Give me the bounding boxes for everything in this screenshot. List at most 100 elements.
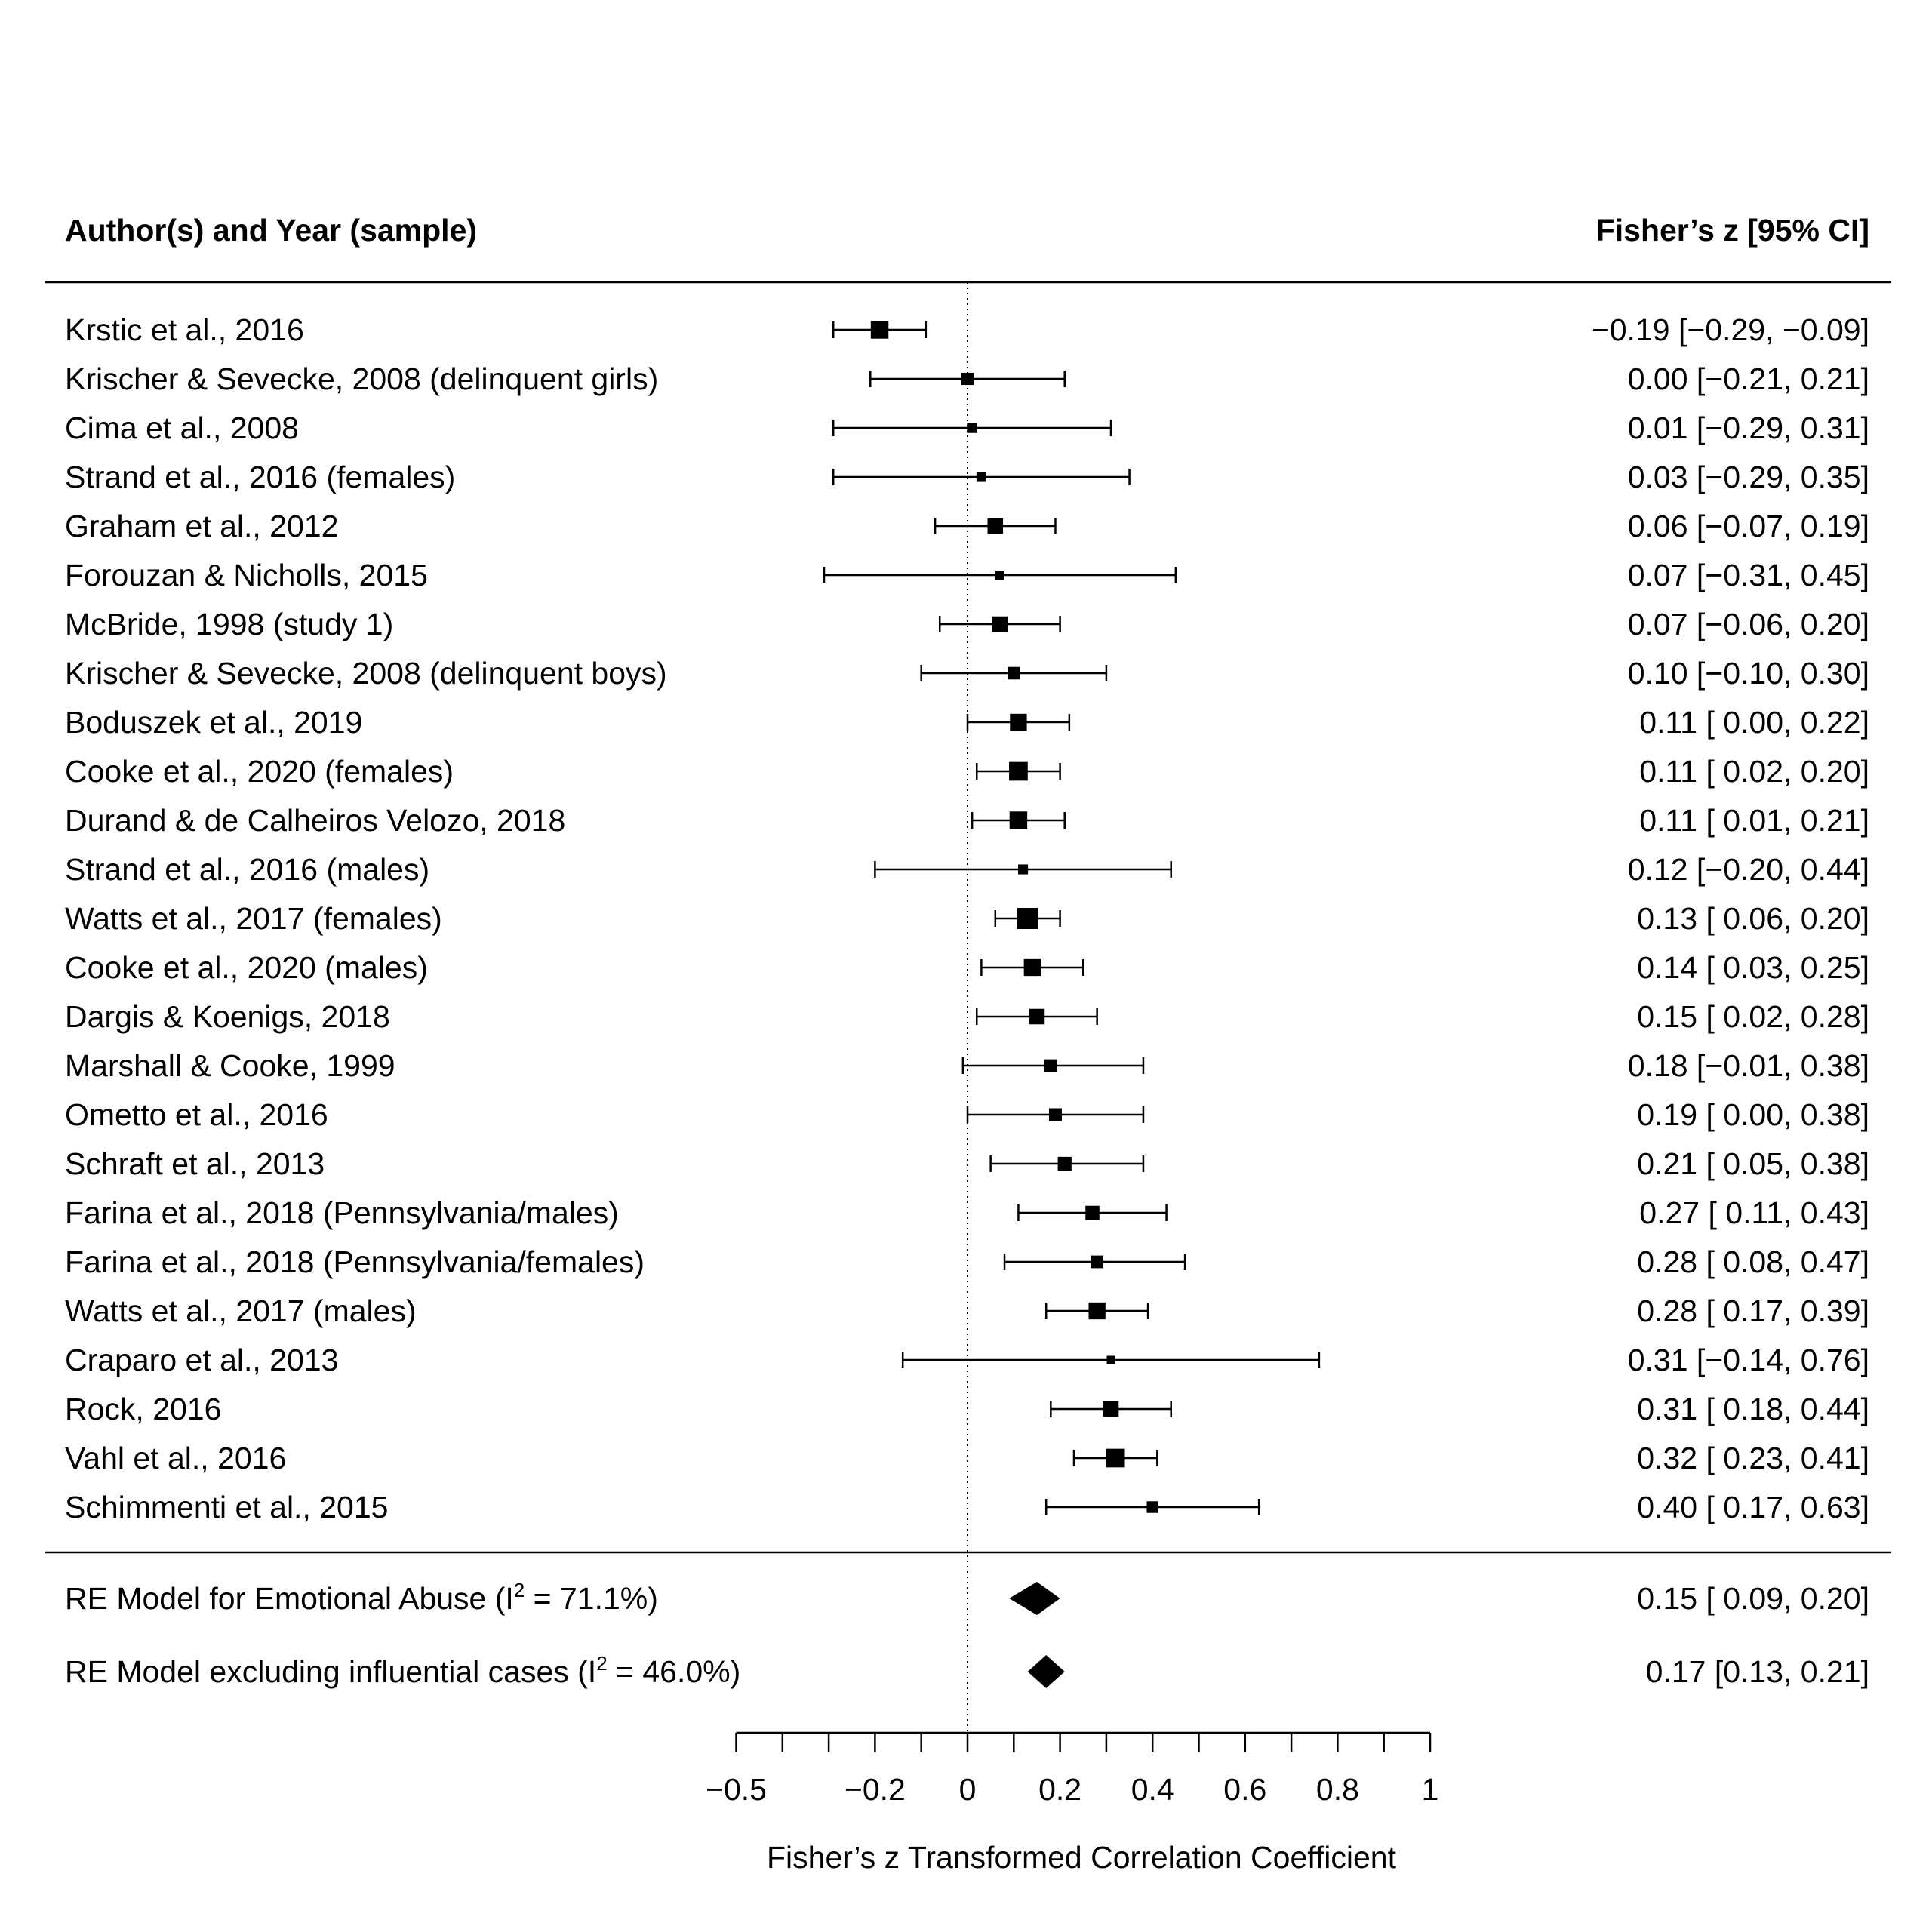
study-row: McBride, 1998 (study 1) 0.07 [−0.06, 0.20… (65, 607, 1869, 641)
point-estimate (1018, 864, 1029, 875)
estimate-ci-text: 0.10 [−0.10, 0.30] (1628, 656, 1869, 691)
summary-estimate-text: 0.15 [ 0.09, 0.20] (1637, 1581, 1869, 1616)
study-label: Cima et al., 2008 (65, 411, 299, 445)
axis-tick-label: −0.5 (706, 1772, 767, 1807)
study-label: Forouzan & Nicholls, 2015 (65, 558, 428, 592)
study-row: Cooke et al., 2020 (females) 0.11 [ 0.02,… (65, 754, 1869, 789)
summary-row: RE Model for Emotional Abuse (I2 = 71.1%… (65, 1579, 1869, 1616)
point-estimate (1085, 1205, 1100, 1220)
point-estimate (1010, 713, 1027, 731)
point-estimate (1088, 1302, 1106, 1320)
study-label: Krischer & Sevecke, 2008 (delinquent boy… (65, 656, 667, 691)
estimate-ci-text: 0.15 [ 0.02, 0.28] (1637, 999, 1869, 1034)
study-row: Durand & de Calheiros Velozo, 2018 0.11 [… (65, 803, 1869, 838)
x-axis: −0.5 −0.2 0 0.2 0.4 0.6 0.8 1 (706, 1731, 1438, 1807)
point-estimate (1057, 1156, 1072, 1171)
study-row: Dargis & Koenigs, 2018 0.15 [ 0.02, 0.28] (65, 999, 1869, 1034)
point-estimate (1103, 1401, 1119, 1417)
study-row: Craparo et al., 2013 0.31 [−0.14, 0.76] (65, 1343, 1869, 1377)
point-estimate (1029, 1008, 1045, 1025)
study-row: Strand et al., 2016 (males) 0.12 [−0.20, … (65, 852, 1869, 887)
estimate-ci-text: 0.28 [ 0.08, 0.47] (1637, 1244, 1869, 1279)
point-estimate (1106, 1448, 1125, 1468)
point-estimate (987, 518, 1004, 534)
summary-row: RE Model excluding influential cases (I2… (65, 1652, 1869, 1689)
study-row: Forouzan & Nicholls, 2015 0.07 [−0.31, 0.… (65, 558, 1869, 592)
estimate-ci-text: 0.03 [−0.29, 0.35] (1628, 460, 1869, 494)
study-row: Cooke et al., 2020 (males) 0.14 [ 0.03, 0… (65, 950, 1869, 985)
study-label: Cooke et al., 2020 (males) (65, 950, 428, 985)
study-row: Boduszek et al., 2019 0.11 [ 0.00, 0.22] (65, 705, 1869, 740)
study-row: Marshall & Cooke, 1999 0.18 [−0.01, 0.38] (65, 1048, 1869, 1083)
point-estimate (1091, 1255, 1104, 1269)
estimate-ci-text: 0.21 [ 0.05, 0.38] (1637, 1146, 1869, 1181)
summary-estimate-text: 0.17 [0.13, 0.21] (1646, 1654, 1869, 1689)
estimate-ci-text: 0.07 [−0.31, 0.45] (1628, 558, 1869, 592)
study-row: Graham et al., 2012 0.06 [−0.07, 0.19] (65, 509, 1869, 543)
point-estimate (976, 472, 986, 482)
study-row: Krstic et al., 2016 −0.19 [−0.29, −0.09] (65, 312, 1869, 347)
study-label: Watts et al., 2017 (females) (65, 901, 442, 936)
axis-tick-label: 0.8 (1316, 1772, 1359, 1807)
estimate-ci-text: 0.01 [−0.29, 0.31] (1628, 411, 1869, 445)
study-label: Cooke et al., 2020 (females) (65, 754, 454, 789)
estimate-ci-text: 0.11 [ 0.01, 0.21] (1639, 803, 1869, 838)
estimate-ci-text: 0.13 [ 0.06, 0.20] (1637, 901, 1869, 936)
study-row: Strand et al., 2016 (females) 0.03 [−0.29… (65, 460, 1869, 494)
summary-label: RE Model excluding influential cases (I2… (65, 1652, 740, 1689)
study-row: Schimmenti et al., 2015 0.40 [ 0.17, 0.63… (65, 1490, 1869, 1524)
point-estimate (1048, 1108, 1062, 1121)
study-label: Vahl et al., 2016 (65, 1441, 286, 1475)
point-estimate (1044, 1059, 1057, 1072)
estimate-ci-text: 0.07 [−0.06, 0.20] (1628, 607, 1869, 641)
study-row: Vahl et al., 2016 0.32 [ 0.23, 0.41] (65, 1441, 1869, 1475)
point-estimate (1106, 1355, 1115, 1364)
study-label: Watts et al., 2017 (males) (65, 1294, 417, 1328)
summary-diamond (1009, 1582, 1060, 1615)
point-estimate (870, 321, 889, 339)
point-estimate (1009, 811, 1028, 829)
summary-rows: RE Model for Emotional Abuse (I2 = 71.1%… (65, 1579, 1869, 1689)
point-estimate (1023, 958, 1041, 977)
axis-tick-label: 0.6 (1223, 1772, 1266, 1807)
estimate-ci-text: 0.31 [−0.14, 0.76] (1628, 1343, 1869, 1377)
study-row: Schraft et al., 2013 0.21 [ 0.05, 0.38] (65, 1146, 1869, 1181)
study-label: Craparo et al., 2013 (65, 1343, 338, 1377)
estimate-ci-text: 0.19 [ 0.00, 0.38] (1637, 1097, 1869, 1132)
study-rows: Krstic et al., 2016 −0.19 [−0.29, −0.09] K… (65, 312, 1869, 1524)
study-label: Farina et al., 2018 (Pennsylvania/males) (65, 1195, 619, 1230)
point-estimate (1008, 666, 1020, 680)
study-label: Rock, 2016 (65, 1392, 221, 1426)
estimate-ci-text: 0.31 [ 0.18, 0.44] (1637, 1392, 1869, 1426)
point-estimate (995, 570, 1004, 580)
estimate-ci-text: 0.27 [ 0.11, 0.43] (1639, 1195, 1869, 1230)
study-label: Farina et al., 2018 (Pennsylvania/female… (65, 1244, 645, 1279)
point-estimate (992, 616, 1008, 632)
summary-label: RE Model for Emotional Abuse (I2 = 71.1%… (65, 1579, 658, 1616)
study-label: Graham et al., 2012 (65, 509, 338, 543)
study-label: Ometto et al., 2016 (65, 1097, 328, 1132)
study-label: Durand & de Calheiros Velozo, 2018 (65, 803, 565, 838)
study-row: Cima et al., 2008 0.01 [−0.29, 0.31] (65, 411, 1869, 445)
x-axis-title: Fisher’s z Transformed Correlation Coeff… (767, 1840, 1397, 1875)
study-row: Krischer & Sevecke, 2008 (delinquent gir… (65, 361, 1869, 396)
study-row: Krischer & Sevecke, 2008 (delinquent boy… (65, 656, 1869, 691)
estimate-ci-text: 0.11 [ 0.00, 0.22] (1639, 705, 1869, 740)
axis-tick-label: 0.2 (1038, 1772, 1081, 1807)
axis-tick-label: −0.2 (845, 1772, 906, 1807)
study-row: Ometto et al., 2016 0.19 [ 0.00, 0.38] (65, 1097, 1869, 1132)
axis-tick-label: 0.4 (1131, 1772, 1174, 1807)
study-label: Boduszek et al., 2019 (65, 705, 362, 740)
estimate-ci-text: 0.14 [ 0.03, 0.25] (1637, 950, 1869, 985)
point-estimate (961, 372, 974, 386)
point-estimate (1017, 908, 1038, 929)
estimate-ci-text: 0.28 [ 0.17, 0.39] (1637, 1294, 1869, 1328)
study-row: Watts et al., 2017 (males) 0.28 [ 0.17, 0… (65, 1294, 1869, 1328)
point-estimate (1009, 761, 1028, 781)
study-label: Strand et al., 2016 (females) (65, 460, 455, 494)
study-label: Schraft et al., 2013 (65, 1146, 325, 1181)
study-label: McBride, 1998 (study 1) (65, 607, 393, 641)
estimate-ci-text: 0.12 [−0.20, 0.44] (1628, 852, 1869, 887)
estimate-ci-text: 0.11 [ 0.02, 0.20] (1639, 754, 1869, 789)
